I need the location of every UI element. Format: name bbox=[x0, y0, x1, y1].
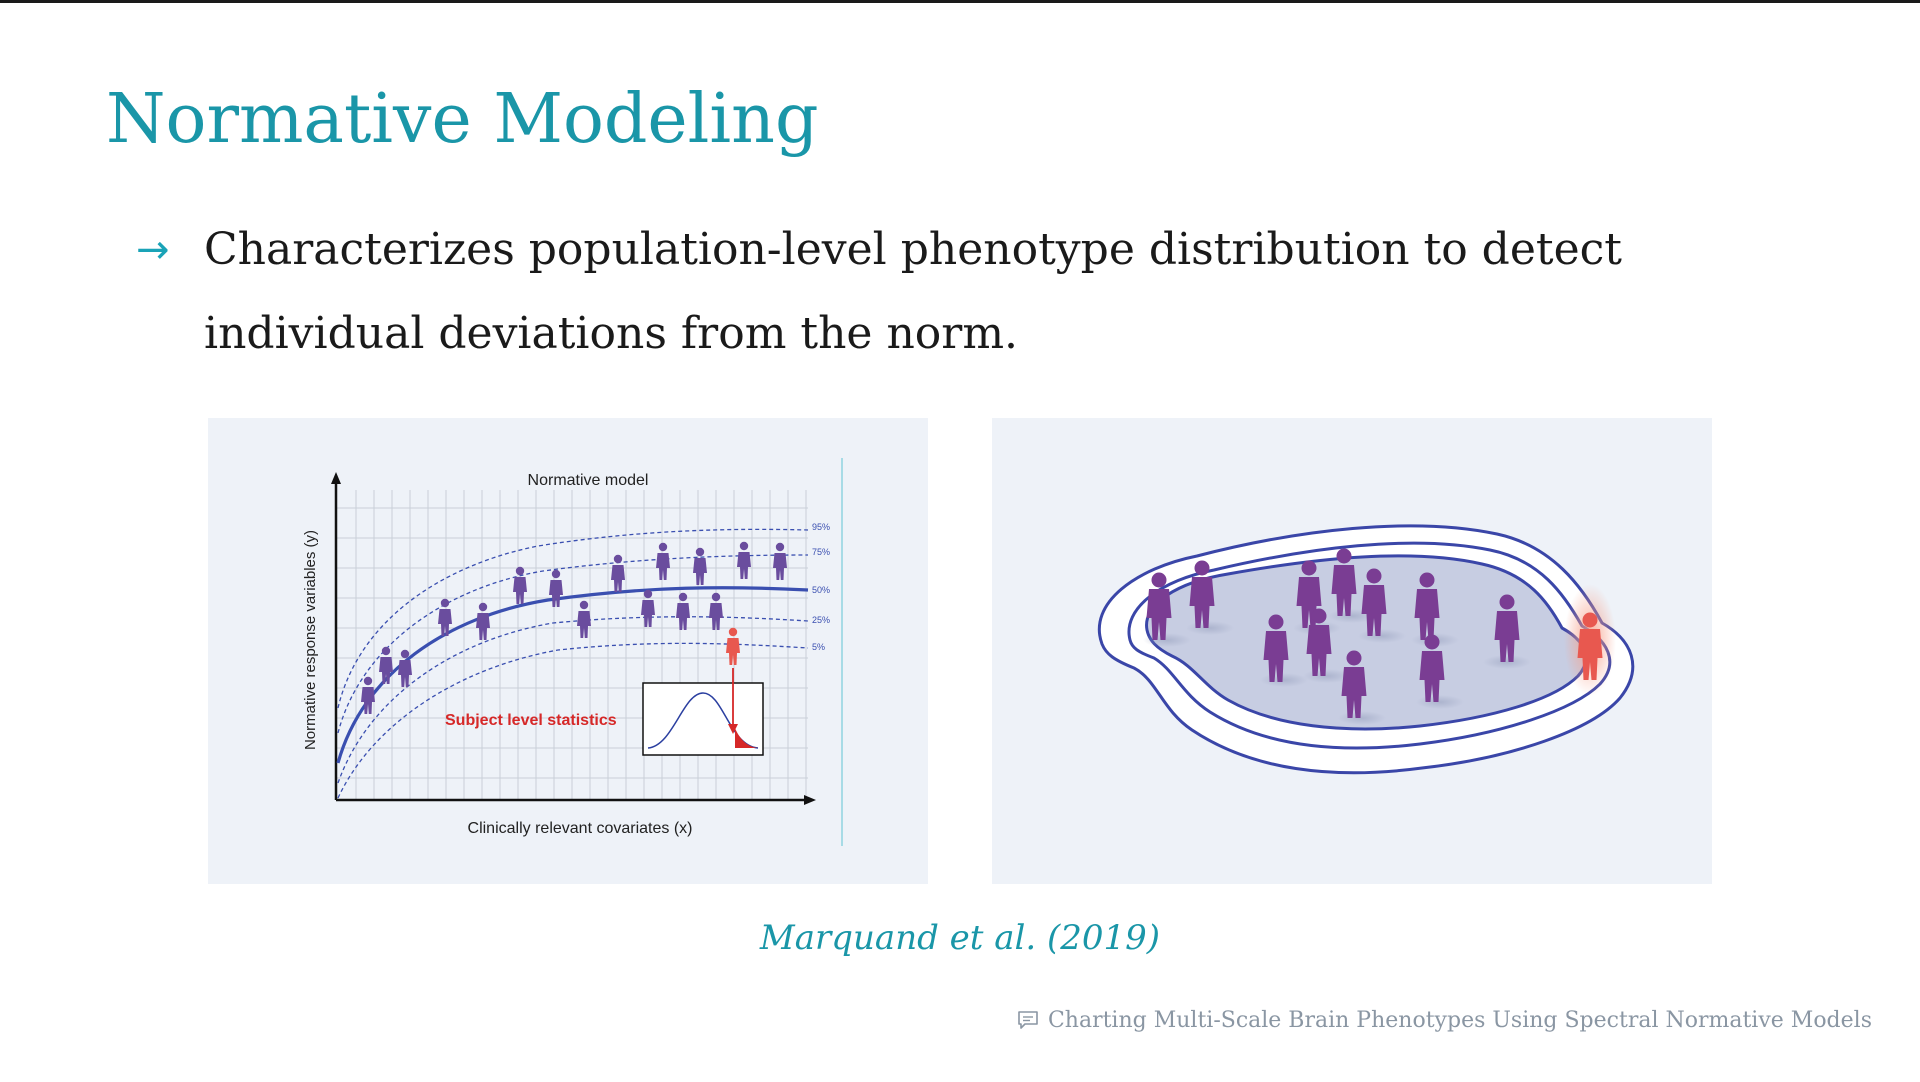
inset-box bbox=[642, 682, 764, 756]
footer-text: Charting Multi-Scale Brain Phenotypes Us… bbox=[1047, 1007, 1872, 1033]
centile-label-95: 95% bbox=[812, 522, 830, 532]
curve-75 bbox=[337, 554, 809, 734]
contour-illustration-figure bbox=[992, 418, 1712, 884]
centile-label-5: 5% bbox=[812, 642, 825, 652]
footer: Charting Multi-Scale Brain Phenotypes Us… bbox=[1016, 1004, 1872, 1036]
centile-label-25: 25% bbox=[812, 615, 830, 625]
contour-illustration-svg bbox=[1097, 524, 1635, 775]
comment-icon bbox=[1018, 1011, 1038, 1029]
curve-50 bbox=[336, 586, 809, 764]
centile-label-50: 50% bbox=[812, 585, 830, 595]
figure-title: Normative model bbox=[528, 472, 649, 489]
curve-95 bbox=[337, 528, 809, 709]
citation: Marquand et al. (2019) bbox=[759, 918, 1161, 958]
arrow-right-icon: → bbox=[136, 227, 170, 273]
normative-model-figure: 95% 75% 50% 25% 5% bbox=[208, 418, 928, 884]
bullet-text: Characterizes population-level phenotype… bbox=[204, 224, 1622, 359]
normative-model-svg: 95% 75% 50% 25% 5% bbox=[302, 458, 843, 846]
top-rule bbox=[0, 0, 1920, 3]
outlier-person bbox=[726, 627, 740, 665]
slide-title: Normative Modeling bbox=[106, 80, 819, 159]
x-axis-label: Clinically relevant covariates (x) bbox=[468, 820, 693, 837]
centile-label-75: 75% bbox=[812, 547, 830, 557]
curve-25 bbox=[337, 616, 809, 784]
inset-label: Subject level statistics bbox=[445, 712, 617, 729]
y-axis-label: Normative response variables (y) bbox=[302, 530, 319, 750]
people-shadows bbox=[1143, 609, 1531, 725]
